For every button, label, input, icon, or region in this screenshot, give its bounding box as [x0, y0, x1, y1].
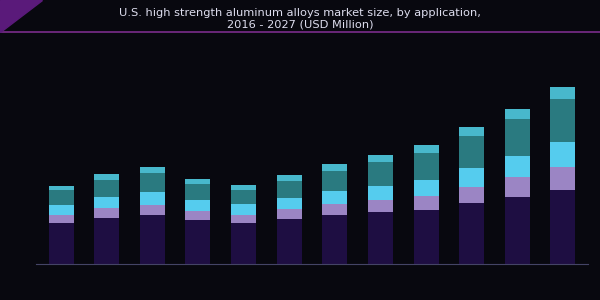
Bar: [140, 167, 165, 173]
Text: U.S. high strength aluminum alloys market size, by application,
2016 - 2027 (USD: U.S. high strength aluminum alloys marke…: [119, 8, 481, 29]
Bar: [459, 168, 484, 187]
Bar: [231, 190, 256, 204]
Bar: [505, 177, 530, 196]
Bar: [505, 156, 530, 177]
Bar: [413, 153, 439, 180]
Bar: [550, 190, 575, 264]
Bar: [322, 171, 347, 191]
Bar: [550, 167, 575, 190]
Bar: [277, 209, 302, 219]
Bar: [94, 180, 119, 197]
Bar: [231, 214, 256, 223]
Bar: [413, 210, 439, 264]
Bar: [140, 205, 165, 215]
Bar: [459, 136, 484, 168]
Bar: [49, 205, 74, 215]
Bar: [413, 180, 439, 196]
Bar: [368, 186, 393, 200]
Bar: [277, 175, 302, 181]
Bar: [49, 215, 74, 223]
Bar: [140, 173, 165, 192]
Bar: [277, 219, 302, 264]
Bar: [49, 190, 74, 205]
Bar: [94, 218, 119, 264]
Bar: [140, 215, 165, 264]
Bar: [49, 223, 74, 264]
Bar: [550, 87, 575, 99]
Bar: [459, 127, 484, 136]
Bar: [140, 192, 165, 205]
Bar: [368, 162, 393, 186]
Bar: [459, 203, 484, 264]
Bar: [185, 211, 211, 220]
Bar: [368, 155, 393, 162]
Bar: [185, 179, 211, 184]
Bar: [94, 208, 119, 218]
Bar: [231, 204, 256, 214]
Bar: [322, 191, 347, 204]
Bar: [368, 200, 393, 212]
Bar: [322, 215, 347, 264]
Bar: [505, 119, 530, 156]
Bar: [550, 142, 575, 167]
Bar: [231, 223, 256, 264]
Bar: [277, 181, 302, 198]
Bar: [322, 164, 347, 171]
Bar: [550, 99, 575, 142]
Bar: [94, 197, 119, 208]
Bar: [277, 198, 302, 209]
Bar: [231, 185, 256, 190]
Bar: [459, 187, 484, 203]
Bar: [505, 109, 530, 119]
Bar: [413, 145, 439, 153]
Bar: [322, 204, 347, 215]
Bar: [94, 174, 119, 180]
Bar: [49, 186, 74, 190]
Bar: [505, 196, 530, 264]
Bar: [185, 220, 211, 264]
Bar: [413, 196, 439, 210]
Bar: [368, 212, 393, 264]
Bar: [185, 184, 211, 200]
Bar: [185, 200, 211, 211]
